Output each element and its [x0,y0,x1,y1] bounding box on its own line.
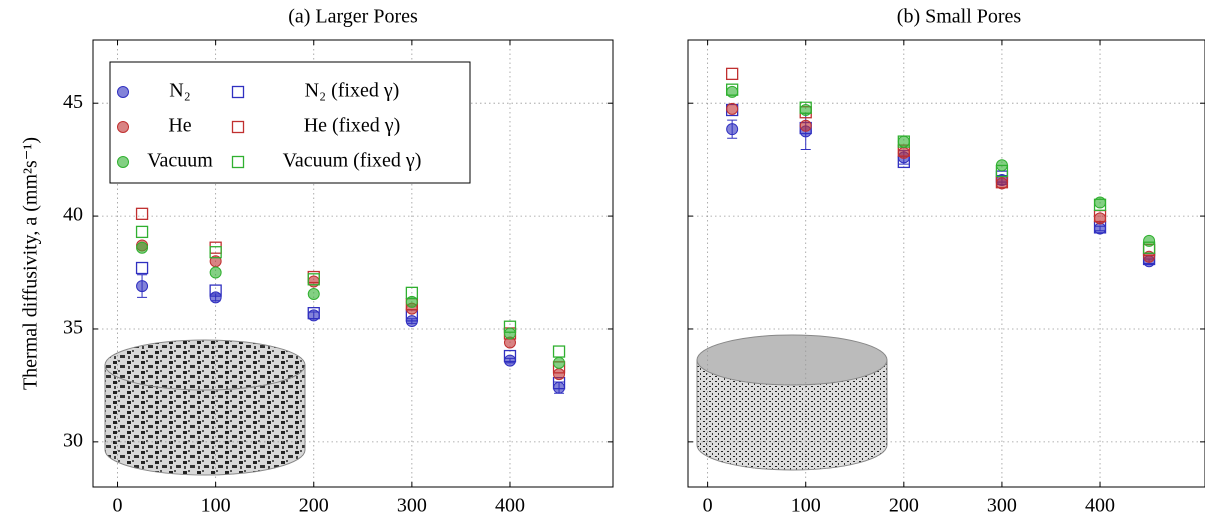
point [209,266,222,279]
y-tick-label: 35 [63,317,83,339]
x-tick-label: 200 [889,495,919,517]
legend-item: N₂ (fixed γ) [231,80,400,102]
legend-label: He [168,115,191,137]
y-tick-label: 40 [63,204,83,226]
y-tick-label: 30 [63,429,83,451]
legend-marker [117,121,129,133]
point [307,273,320,286]
panel-title: (a) Larger Pores [288,6,418,28]
point [1143,234,1156,247]
legend-item: He [117,115,192,137]
legend-label: Vacuum [147,150,213,172]
point [307,307,320,320]
legend-item: Vacuum (fixed γ) [231,150,422,172]
legend-marker [231,120,245,134]
point [725,83,739,96]
x-tick-label: 200 [299,495,329,517]
y-axis-label: Thermal diffusivity, a (mm²s⁻¹) [20,137,42,390]
point [209,246,222,259]
x-tick-label: 100 [791,495,821,517]
point [136,241,149,254]
plot-frame [687,39,1205,488]
point [1142,241,1156,254]
point [1143,250,1156,263]
legend-label: N₂ (fixed γ) [305,80,400,102]
x-tick-label: 0 [703,495,713,517]
legend-box [109,61,471,184]
point [553,368,566,381]
point [725,67,739,81]
pellet-image [104,339,306,476]
point [726,102,739,115]
point [503,327,516,340]
legend-label: N₂ [169,80,190,102]
point [799,101,812,114]
point [553,356,566,369]
point [135,225,149,239]
x-tick-label: 100 [201,495,231,517]
point [209,284,222,297]
point [503,320,517,333]
legend-item: He (fixed γ) [231,115,401,137]
point [799,119,812,132]
x-tick-label: 300 [987,495,1017,517]
plot-frame [92,39,614,488]
point [503,349,517,363]
legend-item: N₂ [117,80,191,102]
legend-item: Vacuum [117,150,213,172]
legend-label: Vacuum (fixed γ) [283,150,422,172]
point [553,381,566,394]
legend-marker [117,156,129,168]
x-tick-label: 0 [113,495,123,517]
point [897,135,910,148]
x-tick-label: 300 [397,495,427,517]
point [897,135,910,148]
point [135,207,149,220]
point [405,286,419,299]
point [503,354,516,367]
x-tick-label: 400 [495,495,525,517]
point [1093,198,1107,211]
point [995,164,1009,178]
point [726,123,739,136]
legend-marker [117,86,129,98]
legend-marker [231,85,245,99]
legend-label: He (fixed γ) [304,115,401,137]
point [136,280,149,293]
point [405,295,418,308]
point [135,261,149,275]
point [307,287,320,300]
pellet-image [696,334,888,471]
point [552,345,566,358]
panel-title: (b) Small Pores [897,6,1022,28]
point [209,291,222,304]
legend-marker [231,155,245,169]
y-tick-label: 45 [63,91,83,113]
x-tick-label: 400 [1085,495,1115,517]
